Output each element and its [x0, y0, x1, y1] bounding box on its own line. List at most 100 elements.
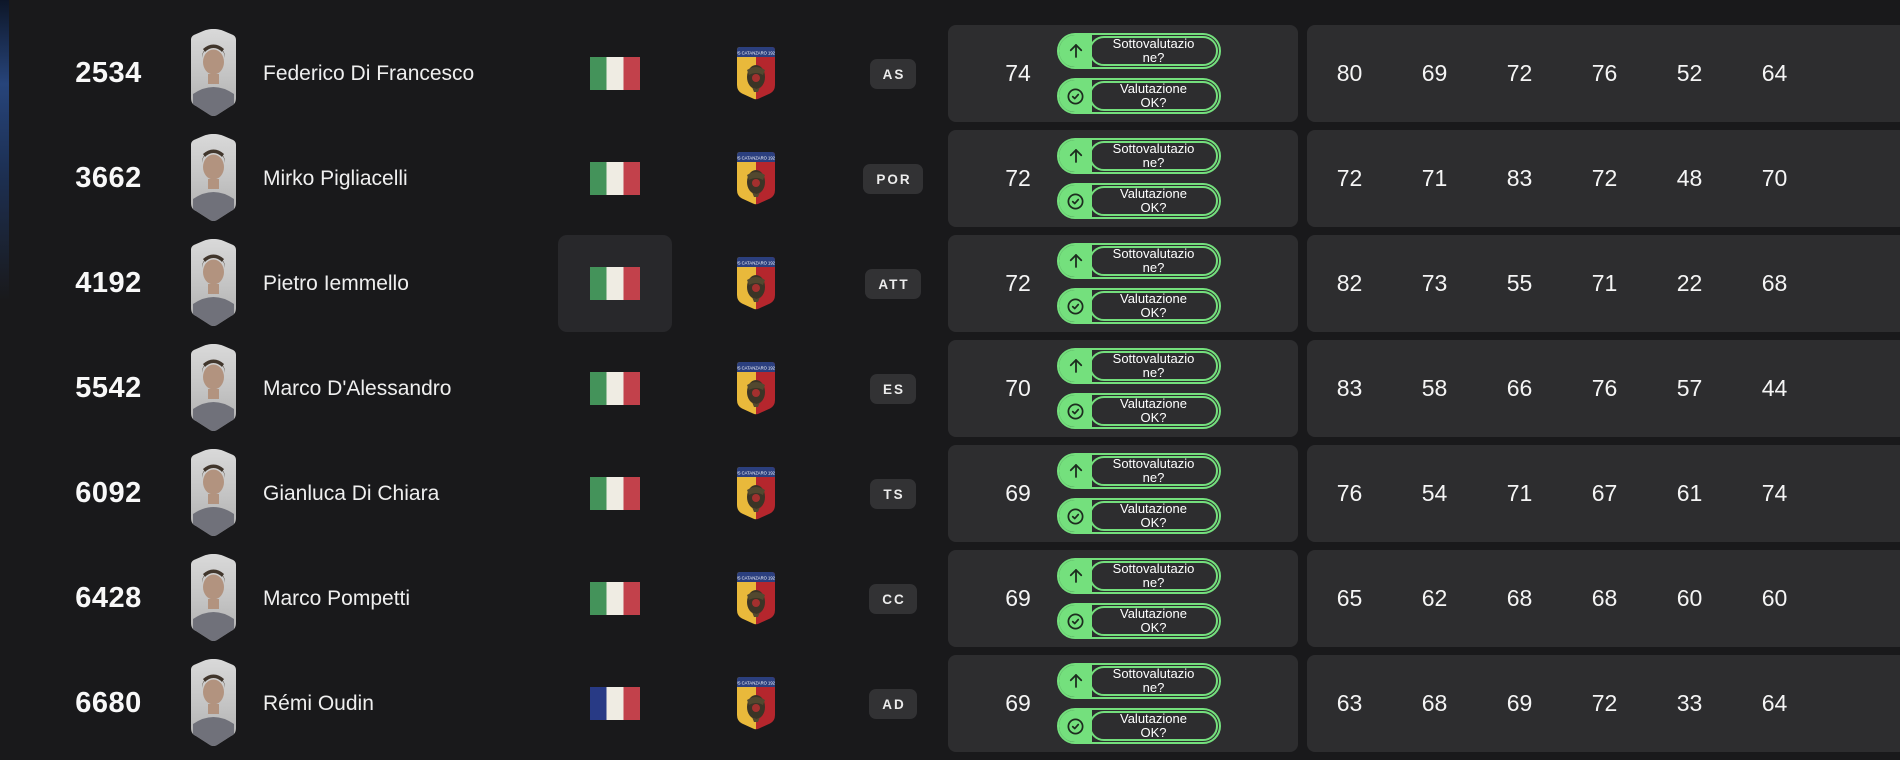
stat-value: 76 [1591, 375, 1618, 401]
vote-underrated-label: Sottovalutazio ne? [1089, 351, 1218, 381]
nation-flag [590, 582, 640, 615]
stat-value: 64 [1761, 690, 1788, 716]
label-line: Sottovalutazio [1112, 455, 1195, 471]
player-card-avatar[interactable] [185, 28, 242, 118]
stat-value: 69 [1506, 690, 1533, 716]
player-card-avatar[interactable] [185, 448, 242, 538]
player-card-avatar[interactable] [185, 553, 242, 643]
overall-rating: 74 [1005, 60, 1031, 86]
stat-value: 65 [1336, 585, 1363, 611]
player-photo [193, 674, 234, 746]
player-row: 5542 [0, 340, 1900, 437]
stat-value: 64 [1761, 60, 1788, 86]
vote-ok-label: Valutazione OK? [1089, 291, 1218, 321]
nation-cell [558, 655, 672, 752]
arrow-up-icon [1059, 245, 1092, 277]
rating-panel: 72 Sottovalutazio ne? [948, 235, 1298, 332]
player-name[interactable]: Rémi Oudin [263, 691, 374, 715]
vote-underrated-button[interactable]: Sottovalutazio ne? [1057, 243, 1221, 279]
club-crest-text: US CATANZARO 1929 [737, 471, 775, 476]
stat-value: 68 [1761, 270, 1788, 296]
vote-ok-button[interactable]: Valutazione OK? [1057, 288, 1221, 324]
vote-underrated-label: Sottovalutazio ne? [1089, 456, 1218, 486]
player-card-avatar[interactable] [185, 238, 242, 328]
position-badge: ATT [865, 268, 921, 299]
overall-rating: 69 [1005, 585, 1031, 611]
vote-ok-button[interactable]: Valutazione OK? [1057, 393, 1221, 429]
player-card-avatar[interactable] [185, 133, 242, 223]
nation-cell [558, 550, 672, 647]
player-row: 4192 [0, 235, 1900, 332]
check-circle-icon [1059, 710, 1092, 742]
player-name[interactable]: Marco D'Alessandro [263, 376, 452, 400]
player-row: 2534 [0, 25, 1900, 122]
check-circle-icon [1059, 605, 1092, 637]
stat-value: 72 [1591, 690, 1618, 716]
vote-ok-button[interactable]: Valutazione OK? [1057, 603, 1221, 639]
label-line: OK? [1140, 95, 1167, 110]
player-table: 2534 [0, 25, 1900, 760]
club-crest-icon: US CATANZARO 1929 [737, 235, 775, 332]
vote-underrated-button[interactable]: Sottovalutazio ne? [1057, 33, 1221, 69]
player-photo [193, 254, 234, 326]
stat-value: 48 [1676, 165, 1703, 191]
stat-value: 68 [1591, 585, 1618, 611]
stat-value: 72 [1506, 60, 1533, 86]
vote-ok-button[interactable]: Valutazione OK? [1057, 498, 1221, 534]
nation-cell [558, 130, 672, 227]
club-crest-icon: US CATANZARO 1929 [737, 340, 775, 437]
stat-value: 57 [1676, 375, 1703, 401]
check-circle-icon [1059, 395, 1092, 427]
player-name[interactable]: Marco Pompetti [263, 586, 411, 610]
stat-value: 70 [1761, 165, 1788, 191]
vote-underrated-button[interactable]: Sottovalutazio ne? [1057, 453, 1221, 489]
stat-value: 67 [1591, 480, 1618, 506]
stats-panel: 65 62 68 68 60 60 [1307, 550, 1900, 647]
club-crest-icon: US CATANZARO 1929 [737, 25, 775, 122]
vote-ok-button[interactable]: Valutazione OK? [1057, 708, 1221, 744]
label-line: Valutazione [1120, 290, 1187, 306]
nation-flag [590, 477, 640, 510]
vote-buttons: Sottovalutazio ne? Valutazione OK? [1057, 33, 1221, 114]
label-line: Sottovalutazio [1112, 350, 1195, 366]
arrow-up-icon [1059, 560, 1092, 592]
label-line: Sottovalutazio [1112, 665, 1195, 681]
vote-underrated-button[interactable]: Sottovalutazio ne? [1057, 138, 1221, 174]
stat-value: 68 [1506, 585, 1533, 611]
player-card-avatar[interactable] [185, 658, 242, 748]
label-line: Valutazione [1120, 80, 1187, 96]
position-badge: ES [869, 373, 916, 404]
overall-rating: 70 [1005, 375, 1031, 401]
vote-underrated-label: Sottovalutazio ne? [1089, 246, 1218, 276]
player-card-avatar[interactable] [185, 343, 242, 433]
vote-ok-button[interactable]: Valutazione OK? [1057, 78, 1221, 114]
stat-value: 83 [1336, 375, 1363, 401]
vote-underrated-button[interactable]: Sottovalutazio ne? [1057, 558, 1221, 594]
stat-value: 55 [1506, 270, 1533, 296]
check-circle-icon [1059, 290, 1092, 322]
player-name[interactable]: Federico Di Francesco [263, 61, 475, 85]
nation-cell [558, 445, 672, 542]
player-name[interactable]: Mirko Pigliacelli [263, 166, 408, 190]
vote-ok-label: Valutazione OK? [1089, 711, 1218, 741]
vote-ok-label: Valutazione OK? [1089, 606, 1218, 636]
position-cell: AD [853, 655, 933, 752]
player-name[interactable]: Pietro Iemmello [263, 271, 409, 295]
vote-underrated-button[interactable]: Sottovalutazio ne? [1057, 663, 1221, 699]
position-badge: POR [863, 163, 923, 194]
vote-ok-button[interactable]: Valutazione OK? [1057, 183, 1221, 219]
club-crest-text: US CATANZARO 1929 [737, 681, 775, 686]
vote-underrated-button[interactable]: Sottovalutazio ne? [1057, 348, 1221, 384]
stats-panel: 82 73 55 71 22 68 [1307, 235, 1900, 332]
position-cell: AS [853, 25, 933, 122]
nation-flag [590, 162, 640, 195]
nation-flag [590, 372, 640, 405]
stat-value: 72 [1591, 165, 1618, 191]
stat-value: 71 [1421, 165, 1448, 191]
vote-underrated-label: Sottovalutazio ne? [1089, 666, 1218, 696]
arrow-up-icon [1059, 140, 1092, 172]
check-circle-icon [1059, 185, 1092, 217]
label-line: ne? [1142, 365, 1165, 380]
rank-label: 4192 [75, 267, 142, 299]
player-name[interactable]: Gianluca Di Chiara [263, 481, 440, 505]
